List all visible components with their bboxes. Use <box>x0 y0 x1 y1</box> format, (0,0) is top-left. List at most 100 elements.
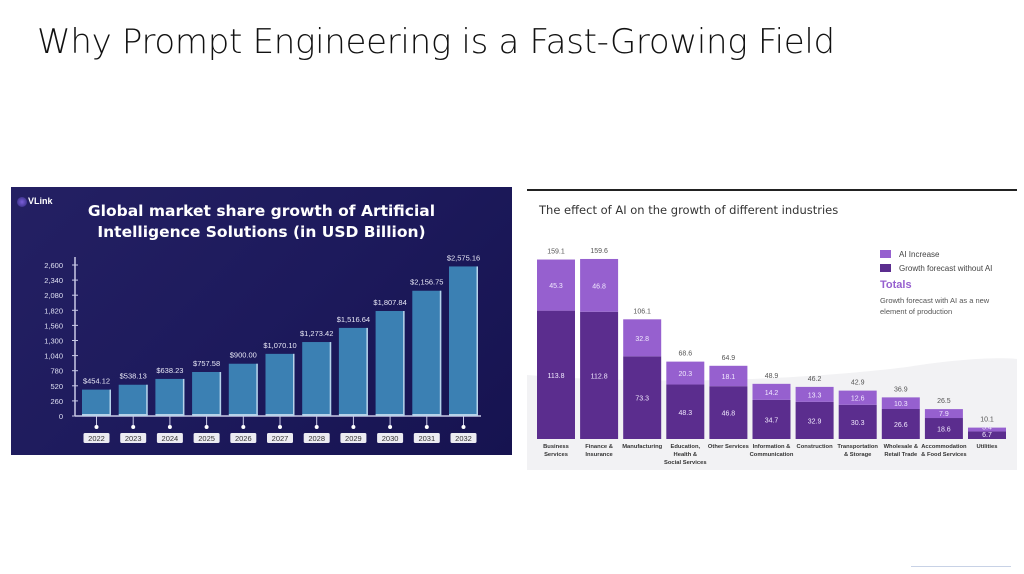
x-tick-label-box <box>413 433 440 443</box>
data-label: $1,807.84 <box>373 298 406 307</box>
bar-edge <box>109 389 111 416</box>
x-tick-label: 2023 <box>125 434 142 443</box>
bar-base <box>338 414 368 416</box>
bar-without-ai <box>838 404 877 439</box>
bar <box>155 378 185 416</box>
bar <box>412 290 442 416</box>
y-tick-label: 520 <box>50 382 63 391</box>
bar-edge <box>146 384 148 416</box>
total-label: 10.1 <box>980 417 994 424</box>
without-ai-label: 113.8 <box>548 373 565 380</box>
category-label: Retail Trade <box>884 452 918 458</box>
y-tick-label: 0 <box>59 412 63 421</box>
total-label: 46.2 <box>808 376 822 383</box>
y-tick-label: 2,080 <box>44 291 63 300</box>
ai-increase-label: 3.4 <box>982 424 992 431</box>
data-label: $454.12 <box>83 377 110 386</box>
x-tick-label: 2032 <box>455 434 472 443</box>
x-tick-label: 2029 <box>345 434 362 443</box>
category-label: & Food Services <box>921 452 966 458</box>
footer-divider <box>911 566 1011 567</box>
data-label: $638.23 <box>156 366 183 375</box>
ai-increase-label: 13.3 <box>808 392 822 399</box>
y-tick-label: 1,560 <box>44 321 63 330</box>
bar-without-ai <box>623 356 662 439</box>
x-tick-label: 2030 <box>382 434 399 443</box>
bar-ai-increase <box>580 258 619 312</box>
category-label: Insurance <box>585 452 613 458</box>
bar-base <box>118 414 148 416</box>
y-tick-label: 2,600 <box>44 261 63 270</box>
x-tick-label-box <box>340 433 367 443</box>
totals-heading: Totals <box>880 279 912 291</box>
category-label: Construction <box>797 444 834 450</box>
x-tick-label-box <box>156 433 183 443</box>
legend-swatch-without-ai <box>880 264 891 272</box>
y-tick-label: 1,300 <box>44 337 63 346</box>
x-tick-dot <box>424 425 429 429</box>
data-label: $2,575.16 <box>447 253 480 262</box>
y-tick-label: 1,040 <box>44 352 63 361</box>
bar-without-ai <box>968 431 1006 439</box>
bar-base <box>302 414 332 416</box>
bar <box>338 327 368 416</box>
bar-edge <box>403 311 405 416</box>
category-label: Finance & <box>585 444 613 450</box>
legend-label: AI Increase <box>899 249 940 259</box>
bar-ai-increase <box>924 409 963 419</box>
bar <box>449 266 478 416</box>
ai-increase-label: 10.3 <box>894 401 908 408</box>
category-label: Business <box>543 444 569 450</box>
without-ai-label: 18.6 <box>937 427 951 434</box>
ai-increase-label: 14.2 <box>765 390 779 397</box>
without-ai-label: 6.7 <box>982 432 992 439</box>
bar-base <box>265 414 295 416</box>
y-tick-label: 1,820 <box>44 306 63 315</box>
industry-growth-plot: 159.1 45.3 113.8 Business Services 159.6 46.8 1… <box>527 248 1017 470</box>
y-tick-label: 2,340 <box>44 276 63 285</box>
bar-base <box>192 414 222 416</box>
x-tick-label: 2026 <box>235 434 252 443</box>
category-label: Social Services <box>664 460 707 466</box>
bar-edge <box>329 342 332 416</box>
x-tick-label-box <box>267 433 293 443</box>
legend-label: Growth forecast without AI <box>899 263 993 273</box>
legend-item-ai-increase: AI Increase <box>880 247 1015 261</box>
total-label: 36.9 <box>894 386 908 393</box>
x-tick-dot <box>94 425 99 429</box>
x-tick-label: 2028 <box>308 434 325 443</box>
without-ai-label: 73.3 <box>635 396 649 403</box>
bar-base <box>155 414 185 416</box>
bar-ai-increase <box>666 361 705 385</box>
x-tick-dot <box>388 425 393 429</box>
bar-ai-increase <box>838 390 877 405</box>
ai-increase-label: 7.9 <box>939 411 949 418</box>
x-tick-dot <box>278 425 282 429</box>
total-label: 106.1 <box>633 308 651 315</box>
without-ai-label: 112.8 <box>591 373 608 380</box>
bar-ai-increase <box>968 427 1006 432</box>
bar-edge <box>219 372 222 416</box>
without-ai-label: 34.7 <box>765 417 779 424</box>
category-label: Utilities <box>977 444 998 450</box>
bar-edge <box>293 353 295 416</box>
industry-growth-chart: The effect of AI on the growth of differ… <box>527 187 1017 470</box>
category-label: Other Services <box>708 444 749 450</box>
x-tick-label-box <box>193 433 220 443</box>
ai-increase-label: 20.3 <box>678 371 692 378</box>
category-label: Wholesale & <box>884 444 918 450</box>
category-label: & Storage <box>844 452 872 458</box>
vlink-logo: VLink <box>17 196 53 207</box>
data-label: $900.00 <box>230 351 257 360</box>
bar <box>375 311 405 416</box>
bar-without-ai <box>881 408 920 439</box>
category-label: Transportation <box>837 444 878 450</box>
bar-ai-increase <box>881 397 920 409</box>
data-label: $757.58 <box>193 359 220 368</box>
x-tick-label-box <box>303 433 330 443</box>
x-tick-dot <box>241 425 246 429</box>
without-ai-label: 46.8 <box>722 411 736 418</box>
bar-edge <box>366 327 368 416</box>
total-label: 159.6 <box>590 248 608 255</box>
x-tick-label-box <box>120 433 147 443</box>
